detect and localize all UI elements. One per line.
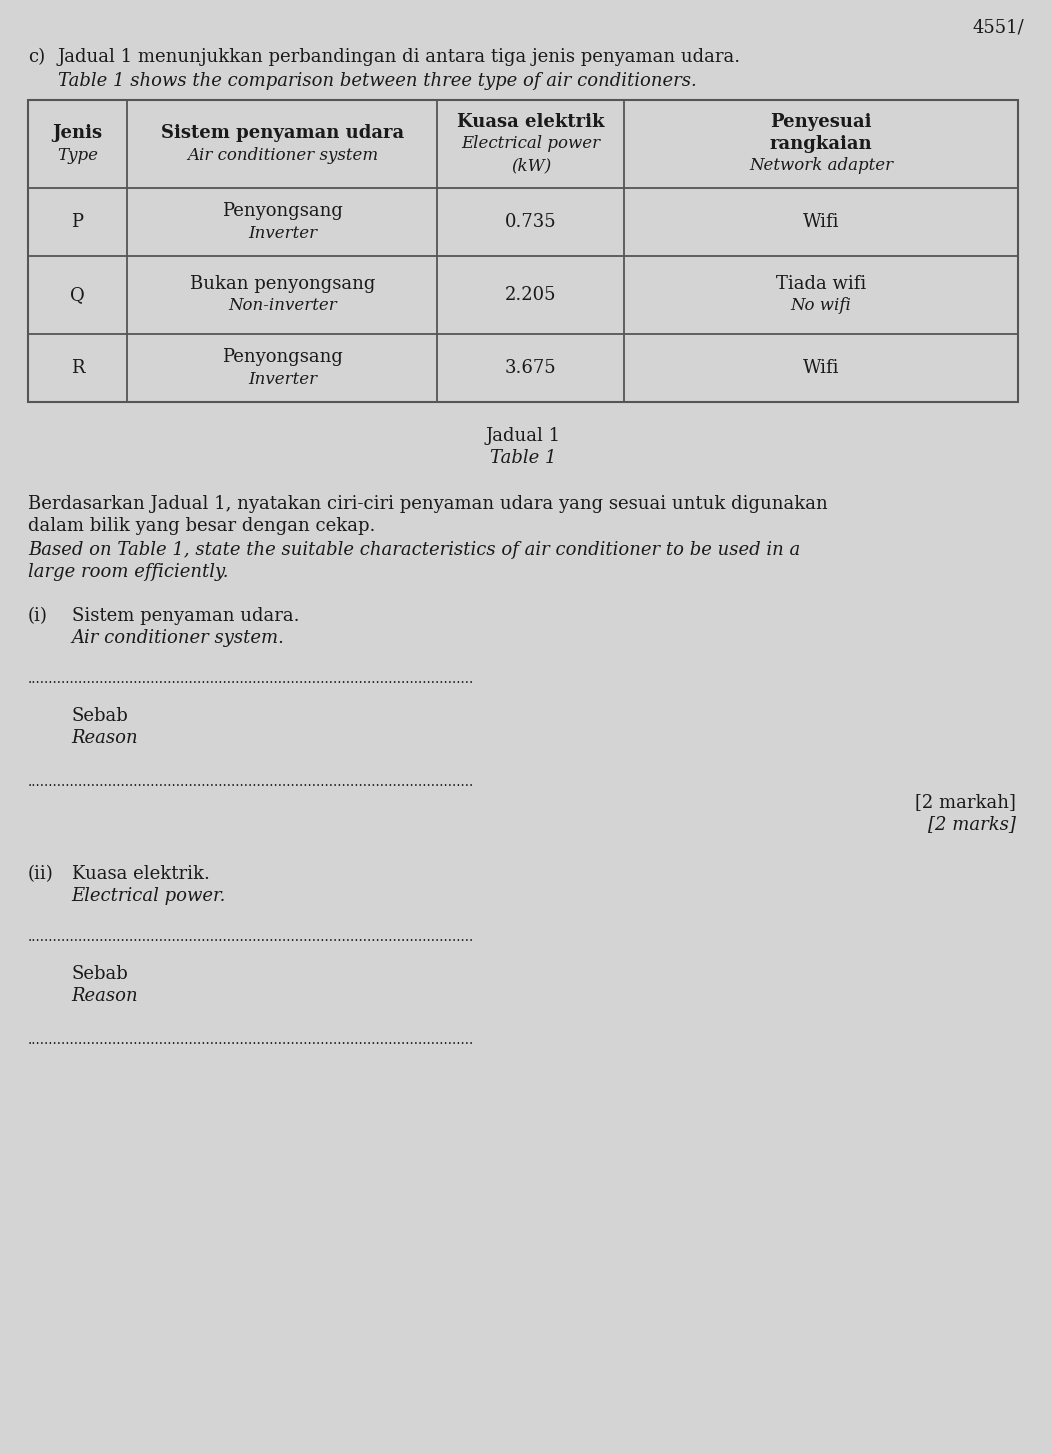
Text: Electrical power: Electrical power <box>462 135 601 153</box>
Text: ................................................................................: ........................................… <box>27 1032 474 1047</box>
Text: ................................................................................: ........................................… <box>27 672 474 686</box>
Text: 4551/: 4551/ <box>972 17 1024 36</box>
Text: [2 marks]: [2 marks] <box>928 816 1016 833</box>
Text: [2 markah]: [2 markah] <box>915 792 1016 811</box>
Text: Kuasa elektrik.: Kuasa elektrik. <box>72 865 209 883</box>
Text: Tiada wifi: Tiada wifi <box>776 275 866 294</box>
Text: Inverter: Inverter <box>248 224 317 241</box>
Text: No wifi: No wifi <box>791 298 852 314</box>
Text: large room efficiently.: large room efficiently. <box>27 563 228 582</box>
Text: Q: Q <box>70 286 85 304</box>
Bar <box>27 100 1018 401</box>
Text: Berdasarkan Jadual 1, nyatakan ciri-ciri penyaman udara yang sesuai untuk diguna: Berdasarkan Jadual 1, nyatakan ciri-ciri… <box>27 494 828 513</box>
Text: Sebab: Sebab <box>72 707 128 726</box>
Text: Table 1 shows the comparison between three type of air conditioners.: Table 1 shows the comparison between thr… <box>58 73 696 90</box>
Text: Reason: Reason <box>72 728 138 747</box>
Text: Jenis: Jenis <box>53 124 103 142</box>
Text: Kuasa elektrik: Kuasa elektrik <box>458 113 605 131</box>
Text: (i): (i) <box>27 606 47 625</box>
Text: c): c) <box>27 48 45 65</box>
Text: Sistem penyaman udara.: Sistem penyaman udara. <box>72 606 299 625</box>
Text: Type: Type <box>57 147 98 163</box>
Text: Table 1: Table 1 <box>489 449 557 467</box>
Text: 0.735: 0.735 <box>505 212 557 231</box>
Text: Wifi: Wifi <box>803 359 839 377</box>
Text: Based on Table 1, state the suitable characteristics of air conditioner to be us: Based on Table 1, state the suitable cha… <box>27 541 801 558</box>
Text: rangkaian: rangkaian <box>770 135 872 153</box>
Text: 2.205: 2.205 <box>505 286 557 304</box>
Text: Air conditioner system.: Air conditioner system. <box>72 630 284 647</box>
Text: Inverter: Inverter <box>248 371 317 388</box>
Text: dalam bilik yang besar dengan cekap.: dalam bilik yang besar dengan cekap. <box>27 518 376 535</box>
Text: Penyongsang: Penyongsang <box>222 202 343 220</box>
Text: Penyongsang: Penyongsang <box>222 348 343 366</box>
Text: Penyesuai: Penyesuai <box>770 113 872 131</box>
Text: (ii): (ii) <box>27 865 54 883</box>
Text: Bukan penyongsang: Bukan penyongsang <box>189 275 375 294</box>
Text: Network adapter: Network adapter <box>749 157 893 174</box>
Text: Jadual 1: Jadual 1 <box>485 427 561 445</box>
Text: Reason: Reason <box>72 987 138 1005</box>
Text: (kW): (kW) <box>511 157 551 174</box>
Text: Electrical power.: Electrical power. <box>72 887 226 904</box>
Text: Jadual 1 menunjukkan perbandingan di antara tiga jenis penyaman udara.: Jadual 1 menunjukkan perbandingan di ant… <box>58 48 741 65</box>
Text: Wifi: Wifi <box>803 212 839 231</box>
Text: ................................................................................: ........................................… <box>27 775 474 790</box>
Text: Sebab: Sebab <box>72 965 128 983</box>
Text: Non-inverter: Non-inverter <box>228 298 337 314</box>
Text: ................................................................................: ........................................… <box>27 931 474 944</box>
Text: Sistem penyaman udara: Sistem penyaman udara <box>161 124 404 142</box>
Text: 3.675: 3.675 <box>505 359 557 377</box>
Text: P: P <box>72 212 83 231</box>
Text: R: R <box>70 359 84 377</box>
Text: Air conditioner system: Air conditioner system <box>187 147 378 163</box>
